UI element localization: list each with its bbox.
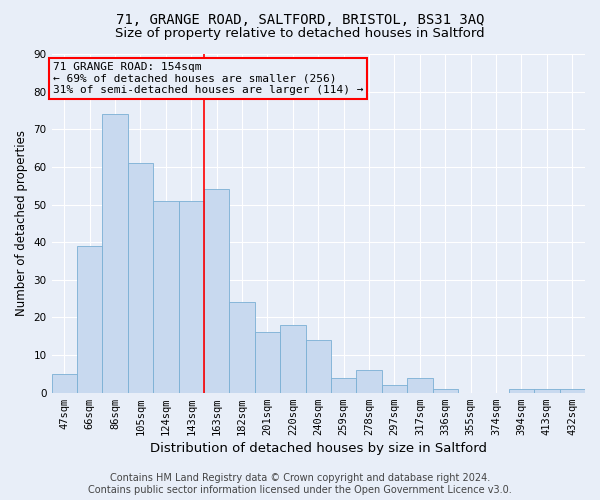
Text: 71 GRANGE ROAD: 154sqm
← 69% of detached houses are smaller (256)
31% of semi-de: 71 GRANGE ROAD: 154sqm ← 69% of detached…	[53, 62, 364, 94]
Bar	[534, 389, 560, 392]
Bar	[52, 374, 77, 392]
Bar	[433, 389, 458, 392]
Bar	[77, 246, 103, 392]
Bar	[305, 340, 331, 392]
Bar	[128, 163, 153, 392]
Text: 71, GRANGE ROAD, SALTFORD, BRISTOL, BS31 3AQ: 71, GRANGE ROAD, SALTFORD, BRISTOL, BS31…	[116, 12, 484, 26]
Bar	[103, 114, 128, 392]
Text: Size of property relative to detached houses in Saltford: Size of property relative to detached ho…	[115, 28, 485, 40]
Bar	[153, 201, 179, 392]
Bar	[407, 378, 433, 392]
Bar	[509, 389, 534, 392]
Bar	[229, 302, 255, 392]
Bar	[382, 385, 407, 392]
X-axis label: Distribution of detached houses by size in Saltford: Distribution of detached houses by size …	[150, 442, 487, 455]
Bar	[331, 378, 356, 392]
Bar	[560, 389, 585, 392]
Y-axis label: Number of detached properties: Number of detached properties	[15, 130, 28, 316]
Bar	[280, 325, 305, 392]
Bar	[255, 332, 280, 392]
Text: Contains HM Land Registry data © Crown copyright and database right 2024.
Contai: Contains HM Land Registry data © Crown c…	[88, 474, 512, 495]
Bar	[179, 201, 204, 392]
Bar	[204, 190, 229, 392]
Bar	[356, 370, 382, 392]
